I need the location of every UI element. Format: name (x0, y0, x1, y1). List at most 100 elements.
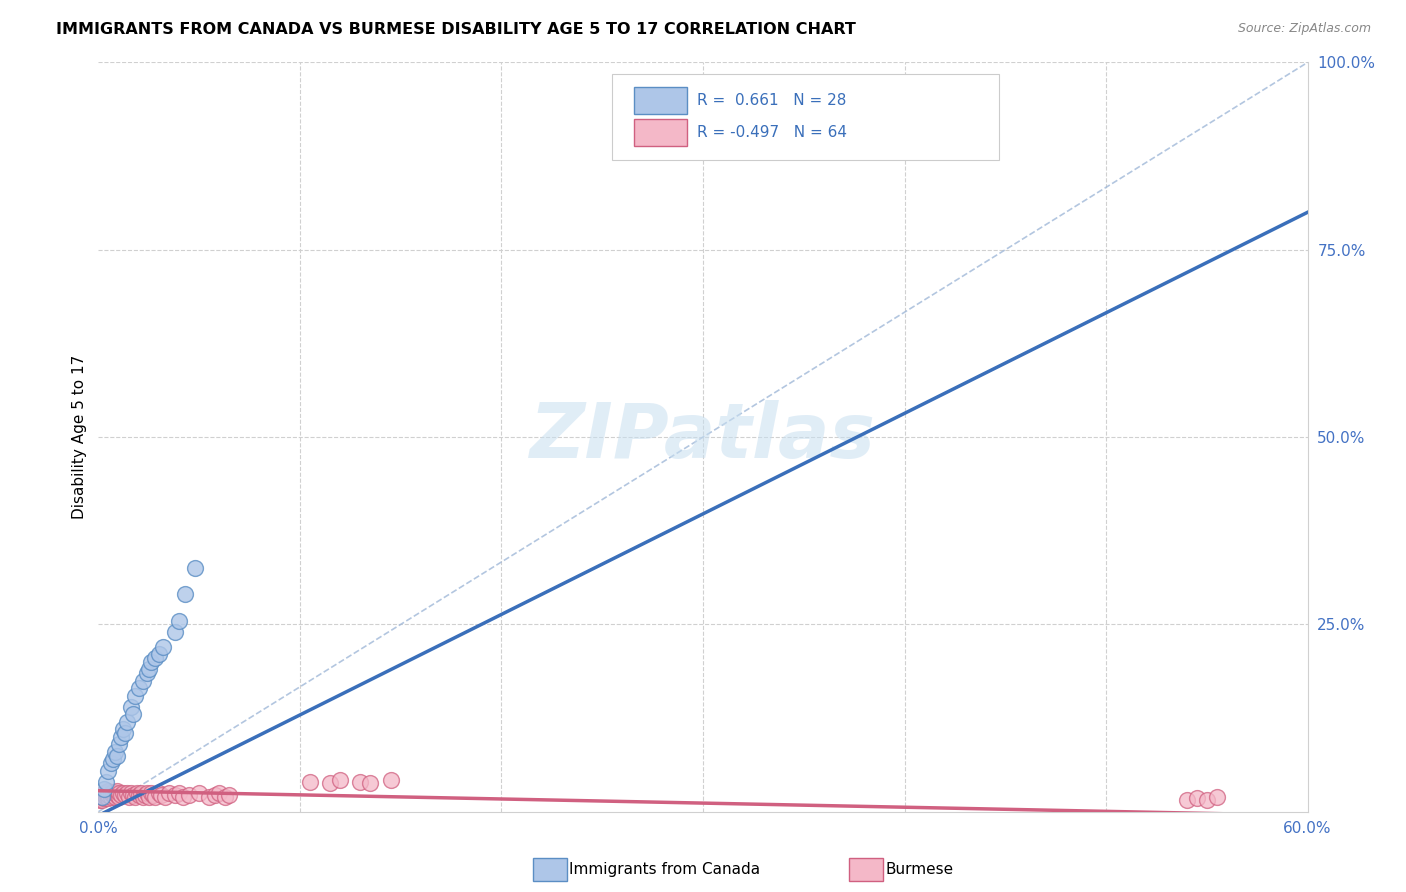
Point (91, 789, 114, 804)
Point (138, 789, 160, 804)
Point (188, 786, 211, 800)
Text: Immigrants from Canada: Immigrants from Canada (569, 863, 761, 877)
Point (91, 793, 114, 807)
Point (111, 786, 134, 800)
Point (208, 786, 231, 800)
Text: R = -0.497   N = 64: R = -0.497 N = 64 (697, 126, 846, 140)
Point (204, 789, 226, 803)
Point (89, 791, 111, 805)
Point (380, 773, 402, 788)
Point (163, 624, 186, 639)
Point (138, 662, 160, 676)
Point (198, 789, 221, 804)
Point (134, 789, 156, 803)
Point (100, 756, 122, 770)
Point (105, 783, 128, 797)
Point (118, 789, 141, 804)
Point (120, 786, 142, 800)
FancyBboxPatch shape (613, 74, 1000, 160)
Point (89, 793, 111, 807)
Text: R =  0.661   N = 28: R = 0.661 N = 28 (697, 93, 846, 108)
Point (218, 789, 240, 803)
Point (148, 648, 170, 662)
Point (179, 789, 201, 803)
Point (132, 673, 155, 688)
Point (124, 689, 146, 703)
Point (349, 774, 371, 789)
Point (107, 786, 129, 800)
Point (153, 789, 176, 804)
Point (139, 655, 162, 669)
Point (128, 681, 150, 695)
Point (135, 666, 157, 681)
FancyBboxPatch shape (634, 87, 688, 114)
Point (93, 789, 115, 803)
Text: Source: ZipAtlas.com: Source: ZipAtlas.com (1237, 22, 1371, 36)
Point (184, 561, 207, 575)
Point (132, 789, 155, 804)
Point (1206, 789, 1229, 804)
Point (143, 651, 166, 665)
Point (152, 640, 174, 654)
Text: Burmese: Burmese (886, 863, 953, 877)
Point (121, 707, 143, 722)
Point (91, 789, 114, 804)
Point (149, 789, 172, 803)
Point (107, 789, 129, 804)
Point (1185, 791, 1208, 805)
Point (329, 773, 352, 788)
Point (97, 783, 120, 797)
Point (105, 789, 128, 803)
Point (167, 614, 190, 628)
FancyBboxPatch shape (634, 120, 688, 146)
Point (97, 791, 120, 805)
Point (214, 789, 236, 804)
Text: IMMIGRANTS FROM CANADA VS BURMESE DISABILITY AGE 5 TO 17 CORRELATION CHART: IMMIGRANTS FROM CANADA VS BURMESE DISABI… (56, 22, 856, 37)
Point (105, 748, 128, 763)
Point (163, 789, 186, 803)
Point (128, 789, 150, 803)
Point (121, 789, 143, 803)
Point (360, 776, 382, 790)
Point (157, 786, 180, 800)
Point (172, 789, 194, 804)
Point (1175, 793, 1198, 807)
Point (93, 786, 115, 800)
Point (96, 786, 118, 800)
Point (129, 786, 152, 800)
Point (103, 745, 125, 759)
Point (143, 789, 166, 804)
Point (97, 789, 120, 803)
Point (96, 774, 118, 789)
Point (114, 789, 136, 803)
Point (142, 789, 165, 803)
Point (299, 774, 322, 789)
Point (1195, 793, 1218, 807)
Point (96, 789, 118, 804)
Point (100, 786, 122, 800)
Point (110, 730, 132, 744)
Point (139, 786, 162, 800)
Point (120, 699, 142, 714)
Point (97, 764, 120, 778)
Point (115, 714, 138, 729)
Y-axis label: Disability Age 5 to 17: Disability Age 5 to 17 (72, 355, 87, 519)
Point (110, 789, 132, 803)
Point (114, 726, 136, 740)
Point (319, 776, 342, 790)
Text: ZIPatlas: ZIPatlas (530, 401, 876, 474)
Point (93, 782, 115, 797)
Point (111, 723, 134, 737)
Point (103, 786, 125, 800)
Point (100, 789, 122, 804)
Point (125, 786, 148, 800)
Point (107, 737, 129, 751)
Point (124, 789, 146, 804)
Point (167, 786, 190, 800)
Point (93, 791, 115, 805)
Point (148, 786, 170, 800)
Point (101, 785, 124, 799)
Point (115, 786, 138, 800)
Point (174, 587, 197, 601)
Point (101, 752, 124, 766)
